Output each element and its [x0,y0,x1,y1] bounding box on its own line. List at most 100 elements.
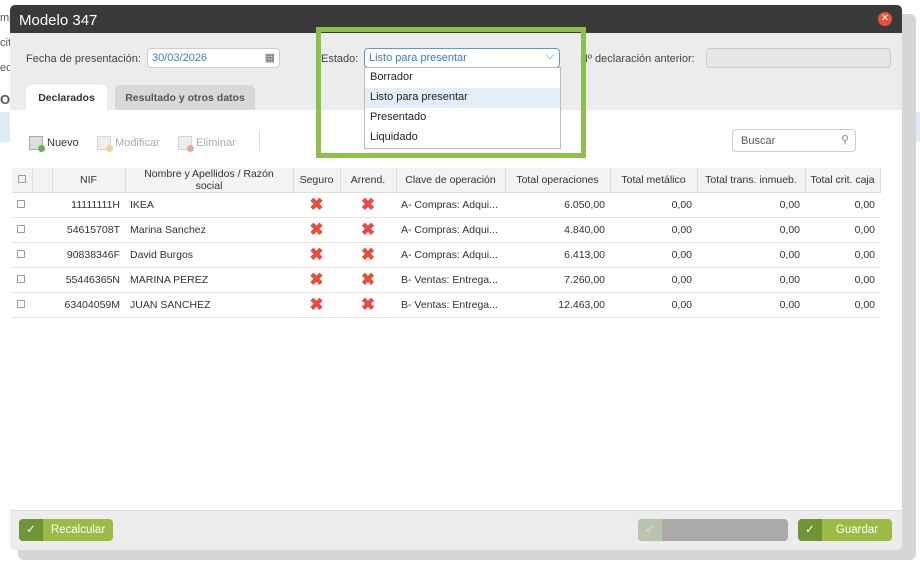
cell-clave: B- Ventas: Entrega... [396,292,505,318]
cell-total-crit: 0,00 [805,267,880,293]
col-seguro[interactable]: Seguro [293,168,341,193]
declarados-table: NIF Nombre y Apellidos / Razón social Se… [12,168,881,318]
cell-arrend-icon: ✖ [340,192,396,218]
table-row[interactable]: 11111111H IKEA ✖ ✖ A- Compras: Adqui... 6.050… [12,192,880,218]
calendar-icon[interactable]: ▦ [264,52,275,64]
table-row[interactable]: 54615708T Marina Sanchez ✖ ✖ A- Compras: Adq… [12,217,880,243]
cell-clave: A- Compras: Adqui... [396,242,505,268]
cell-nombre: IKEA [125,192,293,218]
modelo-347-dialog: Modelo 347 ✕ Fecha de presentación: 30/0… [10,5,902,550]
cell-total-metalico: 0,00 [610,267,697,293]
row-checkbox[interactable] [12,267,32,293]
cell-total-metalico: 0,00 [610,192,697,218]
cell-total-metalico: 0,00 [610,242,697,268]
cell-seguro-icon: ✖ [293,217,340,243]
estado-dropdown: Borrador Listo para presentar Presentado… [364,67,561,149]
delete-doc-icon [178,136,194,152]
cell-nif: 55446365N [52,267,125,293]
cell-total-operaciones: 4.840,00 [505,217,610,243]
declaracion-label: Nº declaración anterior: [580,53,695,65]
fecha-label: Fecha de presentación: [26,53,141,65]
guardar-button[interactable]: ✓ Guardar [798,519,892,541]
cell-total-metalico: 0,00 [610,217,697,243]
row-checkbox[interactable] [12,217,32,243]
cell-clave: A- Compras: Adqui... [396,192,505,218]
option-listo[interactable]: Listo para presentar [365,88,560,108]
col-total-crit[interactable]: Total crit. caja [805,168,881,193]
cell-total-trans: 0,00 [697,267,805,293]
cell-arrend-icon: ✖ [340,292,396,318]
blank-cell [32,267,52,293]
cell-total-operaciones: 7.260,00 [505,267,610,293]
check-icon: ✓ [19,519,43,541]
estado-label: Estado: [321,53,359,65]
toolbar-divider [259,131,260,151]
row-checkbox[interactable] [12,292,32,318]
table-row[interactable]: 90838346F David Burgos ✖ ✖ A- Compras: Adqui… [12,242,880,268]
cell-arrend-icon: ✖ [340,242,396,268]
check-icon: ✓ [798,519,822,541]
col-nif[interactable]: NIF [52,168,126,193]
col-arrend[interactable]: Arrend. [340,168,397,193]
declaracion-field[interactable] [706,48,891,68]
recalcular-button[interactable]: ✓ Recalcular [19,519,113,541]
col-total-metalico[interactable]: Total metálico [610,168,698,193]
cell-total-crit: 0,00 [805,242,880,268]
new-doc-icon [29,136,45,152]
estado-value: Listo para presentar [369,52,467,64]
nuevo-button[interactable]: Nuevo [29,136,79,152]
disabled-button[interactable]: ✓ [638,519,788,541]
dialog-title: Modelo 347 [19,12,98,29]
cell-seguro-icon: ✖ [293,292,340,318]
cell-nif: 90838346F [52,242,125,268]
cell-clave: A- Compras: Adqui... [396,217,505,243]
option-liquidado[interactable]: Liquidado [370,131,418,143]
cell-nif: 54615708T [52,217,125,243]
eliminar-button[interactable]: Eliminar [178,136,236,152]
cell-total-trans: 0,00 [697,217,805,243]
blank-cell [32,192,52,218]
chevron-down-icon: ⌵ [545,50,554,62]
cell-nombre: JUAN SANCHEZ [125,292,293,318]
bg-fragment: O [0,92,11,107]
table-row[interactable]: 63404059M JUAN SANCHEZ ✖ ✖ B- Ventas: Entreg… [12,292,880,318]
cell-seguro-icon: ✖ [293,267,340,293]
cell-seguro-icon: ✖ [293,192,340,218]
search-input[interactable]: Buscar ⚲ [732,129,856,152]
col-nombre[interactable]: Nombre y Apellidos / Razón social [125,168,294,193]
cell-arrend-icon: ✖ [340,267,396,293]
fecha-field[interactable]: 30/03/2026 ▦ [147,48,280,68]
col-total-operaciones[interactable]: Total operaciones [505,168,611,193]
cell-nif: 11111111H [52,192,125,218]
close-icon[interactable]: ✕ [878,12,892,26]
col-clave[interactable]: Clave de operación [396,168,506,193]
search-icon: ⚲ [840,134,849,146]
check-icon: ✓ [638,519,662,541]
select-all-checkbox[interactable] [12,168,33,193]
modificar-button[interactable]: Modificar [97,136,160,152]
blank-header [32,168,53,193]
cell-clave: B- Ventas: Entrega... [396,267,505,293]
cell-nif: 63404059M [52,292,125,318]
cell-total-trans: 0,00 [697,292,805,318]
row-checkbox[interactable] [12,242,32,268]
recalcular-label: Recalcular [50,524,106,536]
cell-nombre: MARINA PEREZ [125,267,293,293]
footer-divider [10,510,902,511]
table-header: NIF Nombre y Apellidos / Razón social Se… [12,168,881,193]
cell-seguro-icon: ✖ [293,242,340,268]
option-borrador[interactable]: Borrador [370,71,413,83]
highlight-box [316,27,586,158]
cell-total-operaciones: 6.050,00 [505,192,610,218]
col-total-trans[interactable]: Total trans. inmueb. [697,168,806,193]
search-placeholder: Buscar [741,135,776,147]
table-row[interactable]: 55446365N MARINA PEREZ ✖ ✖ B- Ventas: Entreg… [12,267,880,293]
row-checkbox[interactable] [12,192,32,218]
cell-total-crit: 0,00 [805,192,880,218]
tab-declarados[interactable]: Declarados [26,85,107,111]
eliminar-label: Eliminar [196,137,236,149]
option-presentado[interactable]: Presentado [370,111,427,123]
tab-resultado[interactable]: Resultado y otros datos [115,85,255,111]
edit-doc-icon [97,136,113,152]
blank-cell [32,217,52,243]
